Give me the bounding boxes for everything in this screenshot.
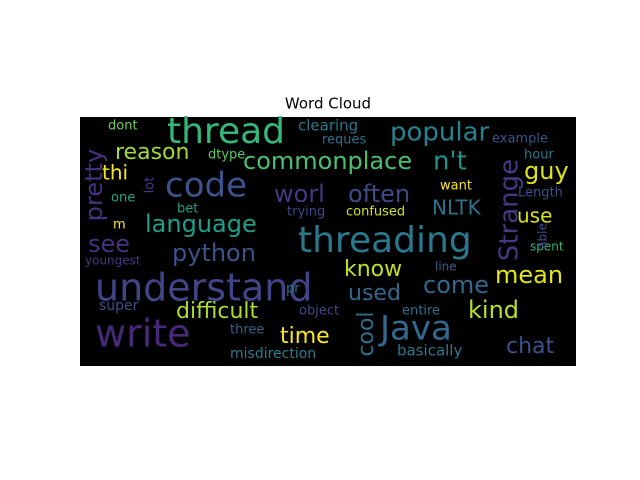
word: hour (524, 148, 554, 163)
word: thread (167, 111, 285, 152)
word: entire (402, 304, 440, 319)
word: one (111, 191, 135, 206)
word: Java (378, 309, 452, 349)
word: code (165, 166, 247, 206)
word: bet (177, 202, 198, 217)
word: time (280, 324, 330, 349)
word: lot (143, 177, 158, 194)
word: use (517, 204, 552, 228)
word: dont (108, 119, 138, 134)
word: come (423, 271, 489, 299)
word: understand (95, 266, 312, 310)
word: mean (495, 261, 563, 289)
word: misdirection (230, 346, 316, 362)
word: write (95, 312, 191, 356)
word: reason (115, 140, 189, 165)
word: worl (274, 180, 325, 208)
word: used (348, 281, 401, 306)
word: youngest (85, 254, 141, 268)
word: python (172, 239, 256, 267)
word: spent (530, 240, 564, 254)
word: language (145, 210, 257, 238)
word: n't (433, 147, 467, 177)
word: clearing (298, 117, 358, 135)
word: kind (468, 296, 519, 324)
word: Length (518, 186, 563, 201)
word: see (88, 230, 130, 258)
word: know (344, 257, 402, 282)
word: line (435, 260, 457, 274)
word: want (440, 179, 472, 194)
word: three (230, 323, 264, 338)
word: basically (397, 342, 462, 360)
chart-title: Word Cloud (285, 95, 371, 113)
word: dtype (208, 148, 245, 163)
word: often (348, 180, 410, 208)
word: super (99, 298, 139, 314)
cloud-background (80, 117, 576, 366)
word: cool (354, 311, 379, 356)
word: commonplace (243, 147, 412, 175)
word: m (113, 218, 126, 233)
word: confused (346, 205, 405, 220)
word: Strange (495, 159, 525, 261)
word: guy (524, 157, 569, 185)
word: pr (286, 282, 300, 297)
word: NLTK (432, 196, 482, 220)
word: reques (322, 133, 367, 148)
word: difficult (176, 299, 258, 324)
word: thi (102, 161, 128, 185)
word: able (536, 223, 550, 249)
word: chat (506, 334, 555, 359)
word: object (299, 304, 339, 319)
word: threading (298, 220, 472, 261)
word: pretty (80, 149, 108, 221)
word: trying (287, 205, 325, 220)
word: popular (390, 118, 490, 148)
word: example (492, 132, 548, 147)
